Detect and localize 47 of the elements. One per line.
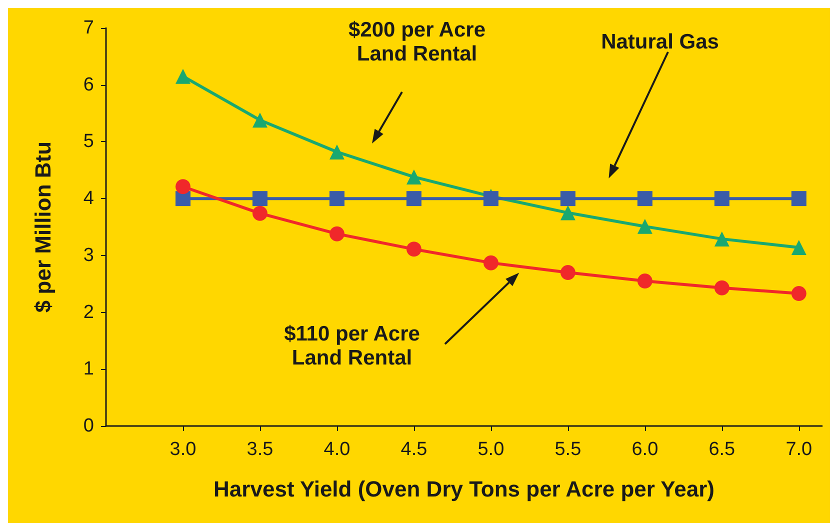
point [483, 191, 498, 206]
x-tick-label: 6.5 [708, 439, 736, 460]
point [329, 191, 344, 206]
annotation: $110 per Acre Land Rental [284, 322, 420, 370]
x-tick-label: 7.0 [786, 439, 812, 460]
y-tick-label: 6 [83, 74, 94, 96]
y-tick-label: 2 [83, 302, 94, 323]
x-axis-title: Harvest Yield (Oven Dry Tons per Acre per Year) [214, 476, 714, 502]
point [252, 206, 268, 221]
point [637, 191, 652, 206]
y-tick-label: 1 [83, 358, 94, 380]
point [483, 255, 498, 270]
point [714, 191, 730, 206]
point [406, 242, 422, 257]
point [252, 191, 268, 206]
annotation: Natural Gas [601, 30, 719, 54]
point [637, 218, 652, 234]
point [176, 179, 190, 194]
point [175, 68, 190, 84]
point [637, 274, 652, 289]
y-axis-title: $ per Million Btu [30, 141, 56, 313]
point [329, 226, 344, 242]
point [791, 191, 806, 206]
x-tick-label: 3.5 [246, 439, 274, 460]
point [791, 286, 806, 302]
point [714, 231, 730, 246]
point [714, 280, 730, 296]
point [252, 112, 268, 128]
annotation: $200 per Acre Land Rental [348, 18, 486, 66]
point [406, 169, 422, 184]
y-tick-label: 7 [83, 18, 94, 38]
x-tick-label: 5.0 [478, 439, 504, 460]
x-tick-label: 5.5 [554, 439, 582, 460]
point [791, 240, 806, 255]
x-tick-label: 4.0 [324, 439, 350, 460]
x-tick-label: 3.0 [170, 439, 196, 460]
point [560, 205, 576, 220]
point [329, 144, 344, 160]
y-tick-label: 4 [83, 188, 94, 210]
y-tick-label: 5 [83, 131, 94, 152]
point [560, 264, 576, 280]
y-tick-label: 0 [83, 416, 94, 436]
point [560, 191, 576, 206]
x-tick-label: 6.0 [632, 439, 658, 460]
y-tick-label: 3 [83, 244, 94, 266]
point [406, 191, 422, 206]
x-tick-label: 4.5 [400, 439, 428, 460]
